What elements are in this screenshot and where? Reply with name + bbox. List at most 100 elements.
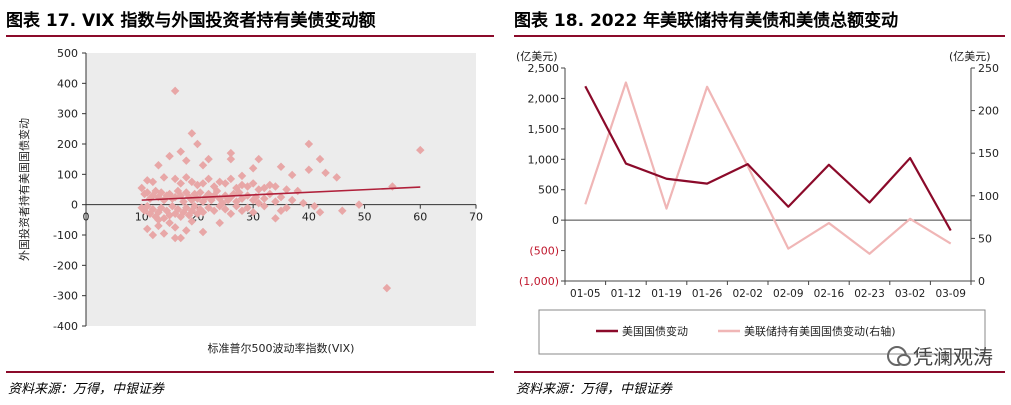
scatter-point [165,151,174,161]
scatter-point [198,208,208,217]
scatter-point [143,188,152,197]
y-tick-label: 500 [57,47,78,60]
y-tick-label: -400 [53,320,78,333]
scatter-point [237,171,247,181]
scatter-point [187,177,197,187]
left-tick-label: 1,500 [528,123,560,136]
left-tick-label: 500 [538,184,559,197]
scatter-point [209,206,219,215]
scatter-point [204,203,213,212]
panel-right: 图表 18. 2022 年美联储持有美债和美债总额变动 2,500 2,000 1,… [508,0,1011,405]
source-rule [514,371,1005,373]
legend-label: 美国国债变动 [622,324,688,338]
left-tick-label: (500) [529,245,559,258]
scatter-point [170,223,180,232]
source-note-right: 资料来源：万得，中银证券 [516,382,673,397]
x-tick-label: 02-09 [773,288,804,300]
scatter-point [143,201,152,211]
scatter-point [193,194,202,203]
x-tick-label: 50 [358,211,372,224]
left-tick-label: 1,000 [528,153,560,166]
scatter-point [287,195,297,205]
scatter-point [215,218,224,228]
scatter-point [198,227,208,237]
right-tick-label: 250 [978,62,999,75]
source-rule [6,371,494,373]
scatter-point [148,230,158,240]
scatter-point [221,179,230,188]
x-tick-label: 03-02 [895,288,926,300]
scatter-point [154,215,163,225]
scatter-point [332,173,341,182]
scatter-point [198,179,208,188]
watermark: 凭澜观涛 [887,341,993,370]
scatter-point [260,201,269,211]
left-tick-label: 2,000 [528,92,560,105]
right-tick-label: 200 [978,105,999,118]
x-tick-label: 02-16 [814,288,845,300]
scatter-point [221,204,230,214]
scatter-point [212,186,222,196]
x-tick-label: 30 [246,211,260,224]
right-tick-label: 50 [978,232,992,245]
scatter-point [182,156,191,165]
scatter-point [354,200,364,209]
x-tick-label: 60 [413,211,427,224]
scatter-point [237,194,247,203]
scatter-point [204,154,213,164]
chart-title-right: 图表 18. 2022 年美联储持有美债和美债总额变动 [514,11,899,31]
scatter-point [260,183,269,193]
scatter-point [382,283,392,293]
scatter-point [190,201,199,211]
y-tick-label: 100 [57,168,78,181]
legend-label: 美联储持有美国国债变动(右轴) [744,324,896,338]
scatter-point [154,160,163,170]
scatter-point [271,214,280,223]
scatter-point [226,174,236,184]
y-tick-label: -100 [53,229,78,242]
series-line [584,85,952,232]
left-tick-label: 2,500 [528,62,560,75]
plot-area [86,53,476,326]
scatter-point [243,182,252,191]
scatter-point [165,218,174,228]
scatter-point [176,233,185,243]
scatter-point [299,198,308,208]
right-tick-label: 100 [978,190,999,203]
line-chart: 2,5002,0001,5001,0005000(500)(1,000)2502… [516,50,999,355]
scatter-point [195,188,205,197]
scatter-point [148,204,158,214]
scatter-point [310,201,319,211]
scatter-point [137,183,146,193]
scatter-point [156,188,166,197]
y-tick-label: 0 [71,199,78,212]
scatter-point [232,197,241,206]
scatter-point [176,147,185,156]
left-tick-label: 0 [552,214,559,227]
scatter-point [276,192,286,202]
scatter-point [304,165,314,175]
x-tick-label: 02-02 [732,288,763,300]
scatter-point [248,179,258,188]
scatter-point [226,148,236,158]
watermark-text: 凭澜观涛 [913,345,993,369]
scatter-point [198,160,208,170]
x-tick-label: 01-12 [611,288,642,300]
y-tick-label: -200 [53,259,78,272]
scatter-point [248,164,258,173]
scatter-point [168,201,177,211]
scatter-point [187,129,197,138]
scatter-point [159,173,169,182]
scatter-point [276,162,286,171]
scatter-point [416,145,425,155]
scatter-point [182,226,191,235]
y-axis-label: 外国投资者持有美国国债变动 [17,118,31,261]
scatter-point [215,201,224,211]
scatter-point [271,182,280,191]
scatter-point [173,204,183,214]
scatter-point [182,203,191,212]
scatter-point [237,206,247,215]
scatter-point [260,194,269,203]
scatter-point [232,201,241,211]
scatter-point [248,208,258,217]
